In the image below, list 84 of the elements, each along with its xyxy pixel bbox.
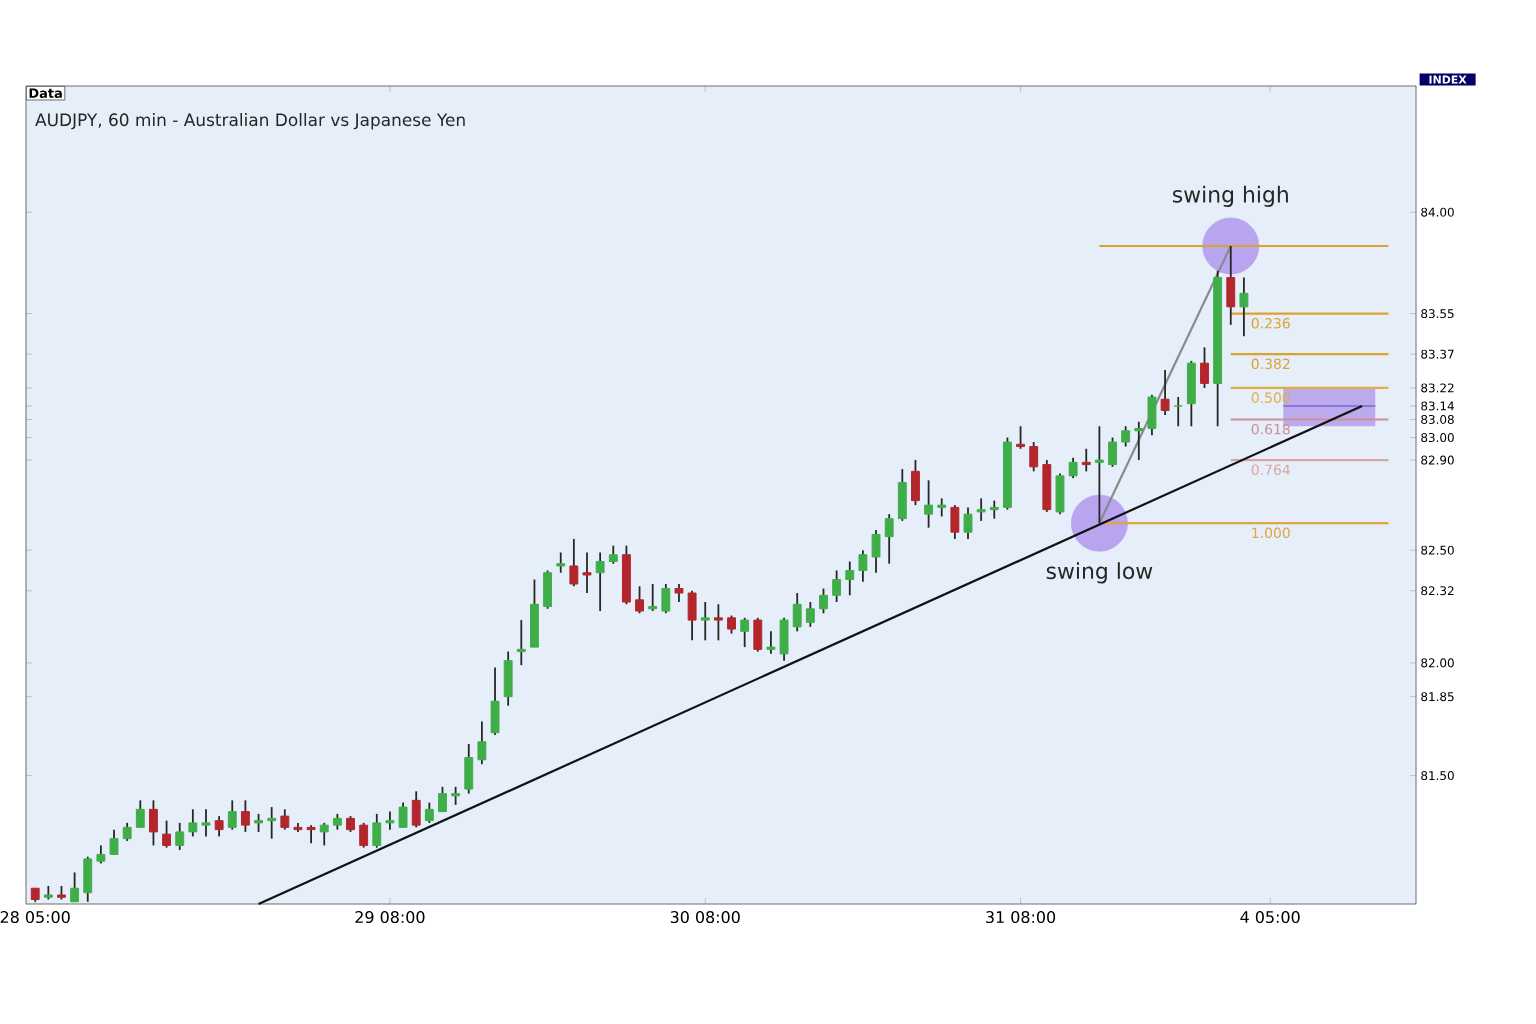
candlestick xyxy=(858,549,868,583)
annotation: swing low xyxy=(1046,562,1153,584)
candlestick xyxy=(240,799,250,833)
candlestick xyxy=(1186,360,1196,428)
candlestick xyxy=(674,583,684,603)
candlestick xyxy=(424,801,434,824)
candlestick xyxy=(359,821,369,849)
candlestick xyxy=(438,785,447,813)
candlestick xyxy=(740,616,750,648)
candlestick xyxy=(214,815,224,838)
candlestick xyxy=(661,583,671,615)
candlestick xyxy=(96,844,106,865)
candlestick xyxy=(372,812,382,849)
candlestick xyxy=(1147,393,1157,437)
candlestick xyxy=(805,601,815,628)
candlestick xyxy=(727,614,736,635)
candlestick xyxy=(1226,245,1236,326)
candlestick xyxy=(411,790,421,829)
candlestick xyxy=(162,819,172,849)
candlestick xyxy=(1068,456,1078,479)
candlestick xyxy=(1173,396,1183,428)
candlestick xyxy=(1121,425,1131,448)
candlestick xyxy=(319,821,329,847)
candlestick xyxy=(503,650,513,707)
candlestick xyxy=(267,806,277,840)
candlestick xyxy=(713,603,723,642)
candlestick xyxy=(884,513,894,565)
candlestick xyxy=(963,506,973,540)
candlestick xyxy=(897,468,907,522)
candlestick xyxy=(135,799,145,829)
candlestick xyxy=(792,592,802,633)
candlestick xyxy=(753,616,763,653)
candlestick xyxy=(937,497,947,518)
candlestick xyxy=(700,601,710,642)
annotation: swing high xyxy=(1172,185,1288,207)
text: AUDJPY, 60 min - Australian Dollar vs Japanese Yen xyxy=(35,113,465,130)
candlestick xyxy=(70,871,80,903)
candlestick xyxy=(1055,472,1065,516)
candlestick xyxy=(1134,420,1144,461)
candlestick xyxy=(109,828,119,856)
candlestick xyxy=(175,821,185,851)
candlestick xyxy=(1016,425,1025,450)
candlestick xyxy=(582,551,592,594)
candlestick xyxy=(122,821,132,842)
candlestick xyxy=(648,583,658,612)
candlestick xyxy=(477,720,487,766)
candlestick xyxy=(832,569,842,603)
candlestick xyxy=(845,560,855,597)
candlestick xyxy=(201,808,211,838)
candlestick xyxy=(188,808,198,838)
candlestick xyxy=(924,479,934,529)
candlestick xyxy=(464,743,474,795)
candlestick xyxy=(1029,441,1039,473)
candlestick xyxy=(490,666,500,736)
candlestick xyxy=(516,619,526,667)
candlestick xyxy=(819,587,828,615)
candlestick xyxy=(621,544,631,606)
candlestick xyxy=(989,499,999,520)
candlestick xyxy=(1042,459,1052,513)
candlestick xyxy=(1239,276,1249,338)
candlestick xyxy=(254,812,263,833)
candlestick xyxy=(1200,346,1209,389)
candlestick xyxy=(543,569,553,610)
candlestick xyxy=(280,808,290,831)
candlestick xyxy=(1094,425,1104,525)
candlestick xyxy=(950,504,960,540)
candlestick xyxy=(608,544,618,565)
candlestick xyxy=(595,551,605,612)
candlestick xyxy=(976,497,986,522)
candlestick xyxy=(1160,369,1170,416)
candlestick xyxy=(871,529,881,574)
candlestick xyxy=(687,589,697,642)
candlestick xyxy=(635,585,644,615)
candlestick xyxy=(149,799,158,847)
candlestick xyxy=(530,578,539,648)
candlestick xyxy=(556,551,566,574)
candlestick xyxy=(569,538,579,588)
candlestick xyxy=(227,799,237,831)
candlestick xyxy=(83,855,93,903)
candlestick xyxy=(911,459,920,507)
candlestick xyxy=(306,824,316,845)
candlestick xyxy=(451,785,461,806)
candlestick xyxy=(1081,447,1091,473)
candlestick xyxy=(1108,436,1117,468)
